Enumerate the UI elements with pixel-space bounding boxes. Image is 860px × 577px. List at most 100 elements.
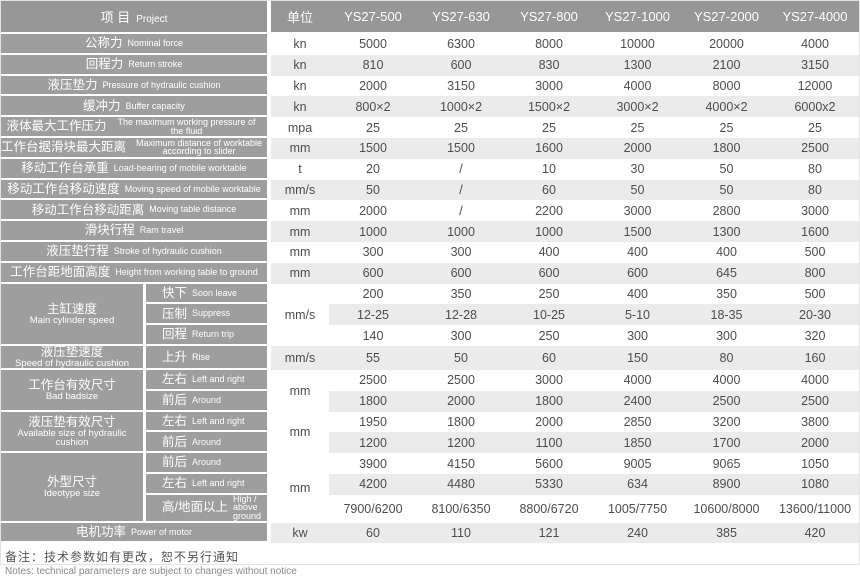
- row-label-zh: 工作台据滑块最大距离: [1, 140, 127, 155]
- row-label-en: Moving table distance: [149, 204, 237, 215]
- value-cell: 1000: [329, 221, 417, 242]
- value-cell: 2500: [771, 137, 859, 159]
- value-cell: 3150: [771, 54, 859, 76]
- value-cell: 1100: [505, 432, 593, 454]
- unit-cell: mm/s: [271, 345, 329, 371]
- row-label: 移动工作台承重 Load-bearing of mobile worktable: [1, 158, 271, 180]
- value-cell: 600: [593, 262, 682, 284]
- table-row: 压制 Suppress 12-25 12-28 10-25 5-10 18-35 20-30: [1, 304, 859, 326]
- row-sub-label: 上升 Rise: [143, 345, 271, 371]
- sub-label-zh: 快下: [162, 285, 188, 300]
- sub-label-en: Left and right: [192, 374, 245, 385]
- value-cell: 8900: [682, 474, 771, 495]
- value-cell: 1800: [682, 137, 771, 159]
- value-cell: 2000: [505, 411, 593, 433]
- row-sub-label: 前后 Around: [143, 390, 271, 412]
- row-label: 移动工作台移动速度 Moving speed of mobile worktabl…: [1, 179, 271, 201]
- value-cell: 20000: [682, 34, 771, 55]
- value-cell: 800×2: [329, 96, 417, 118]
- value-cell: 50: [329, 179, 417, 201]
- table-row: 回程 Return trip 140 300 250 300 300 320: [1, 325, 859, 346]
- value-cell: 1600: [505, 137, 593, 159]
- value-cell: 1800: [329, 390, 417, 412]
- value-cell: 4000: [593, 75, 682, 97]
- value-cell: 12-28: [417, 304, 505, 326]
- sub-label-en: Rise: [192, 351, 211, 362]
- value-cell: 25: [505, 117, 593, 138]
- value-cell: 645: [682, 262, 771, 284]
- value-cell: 3000: [505, 75, 593, 97]
- value-cell: 634: [593, 474, 682, 495]
- sub-label-zh: 左右: [162, 476, 188, 491]
- row-label-zh: 回程力: [85, 56, 124, 71]
- unit-cell: kn: [271, 75, 329, 97]
- sub-label-en: High / above ground: [232, 493, 262, 521]
- table-row: 移动工作台移动速度 Moving speed of mobile worktabl…: [1, 179, 859, 201]
- value-cell: 60: [505, 345, 593, 371]
- value-cell: 600: [417, 54, 505, 76]
- value-cell: 4000: [771, 34, 859, 55]
- row-sub-label: 左右 Left and right: [143, 411, 271, 433]
- value-cell: 25: [682, 117, 771, 138]
- value-cell: 4000: [682, 370, 771, 391]
- spec-table: 项 目 Project 单位 YS27-500 YS27-630 YS27-800…: [1, 1, 859, 544]
- row-group-label: 液压垫有效尺寸 Available size of hydraulic cushi…: [1, 411, 143, 454]
- value-cell: 1000×2: [417, 96, 505, 118]
- unit-cell: mm: [271, 370, 329, 412]
- value-cell: 25: [771, 117, 859, 138]
- value-cell: 500: [771, 241, 859, 263]
- value-cell: 25: [593, 117, 682, 138]
- value-cell: 4150: [417, 453, 505, 475]
- value-cell: 600: [505, 262, 593, 284]
- value-cell: 2200: [505, 200, 593, 222]
- unit-cell: mm: [271, 200, 329, 222]
- value-cell: 2500: [329, 370, 417, 391]
- value-cell: 1080: [771, 474, 859, 495]
- row-label: 工作台据滑块最大距离 Maximum distance of worktable …: [1, 137, 271, 159]
- value-cell: 60: [505, 179, 593, 201]
- row-label-zh: 液压垫行程: [46, 244, 109, 259]
- row-label: 回程力 Return stroke: [1, 54, 271, 76]
- value-cell: 350: [682, 283, 771, 305]
- value-cell: 5600: [505, 453, 593, 475]
- value-cell: 55: [329, 345, 417, 371]
- value-cell: 1300: [593, 54, 682, 76]
- value-cell: 8000: [505, 34, 593, 55]
- row-label-zh: 液压垫力: [47, 77, 98, 92]
- value-cell: 110: [417, 522, 505, 544]
- value-cell: 1000: [417, 221, 505, 242]
- value-cell: 320: [771, 325, 859, 346]
- sub-label-zh: 压制: [162, 306, 188, 321]
- sub-label-en: Left and right: [192, 415, 245, 426]
- value-cell: 150: [593, 345, 682, 371]
- value-cell: 200: [329, 283, 417, 305]
- row-sub-label: 前后 Around: [143, 432, 271, 454]
- row-label-en: Buffer capacity: [125, 100, 185, 111]
- table-row: 液压垫有效尺寸 Available size of hydraulic cushi…: [1, 411, 859, 454]
- table-row: 缓冲力 Buffer capacity kn 800×2 1000×2 1500×2 300…: [1, 96, 859, 118]
- row-sub-label: 高/地面以上 High / above ground: [143, 493, 271, 523]
- table-row: 外型尺寸 Ideotype size 前后 Around mm 3900 4150 5600 9…: [1, 453, 859, 523]
- row-label-en: Power of motor: [130, 526, 193, 537]
- value-cell: 3200: [682, 411, 771, 433]
- value-cell: 300: [682, 325, 771, 346]
- value-cell: 2400: [593, 390, 682, 412]
- value-cell: /: [417, 158, 505, 180]
- unit-cell: kn: [271, 34, 329, 55]
- row-sub-label: 回程 Return trip: [143, 325, 271, 346]
- value-cell: 9065: [682, 453, 771, 475]
- footnotes: 备注：技术参数如有更改，恕不另行通知 Notes: technical para…: [1, 543, 859, 577]
- table-row: 滑块行程 Ram travel mm 1000 1000 1000 1500 1300 1600: [1, 221, 859, 242]
- row-sub-label: 压制 Suppress: [143, 304, 271, 326]
- row-label-zh: 工作台距地面高度: [10, 264, 111, 279]
- group-label-zh: 工作台有效尺寸: [28, 377, 116, 392]
- value-cell: 3900: [329, 453, 417, 475]
- value-cell: 50: [682, 158, 771, 180]
- value-cell: 2500: [682, 390, 771, 412]
- row-label-zh: 移动工作台承重: [21, 160, 109, 175]
- row-group-label: 主缸速度 Main cylinder speed: [1, 283, 143, 346]
- note-zh: 备注：技术参数如有更改，恕不另行通知: [5, 550, 240, 565]
- group-label-zh: 液压垫速度: [40, 344, 104, 359]
- value-cell: /: [417, 179, 505, 201]
- sub-label-zh: 前后: [162, 434, 188, 449]
